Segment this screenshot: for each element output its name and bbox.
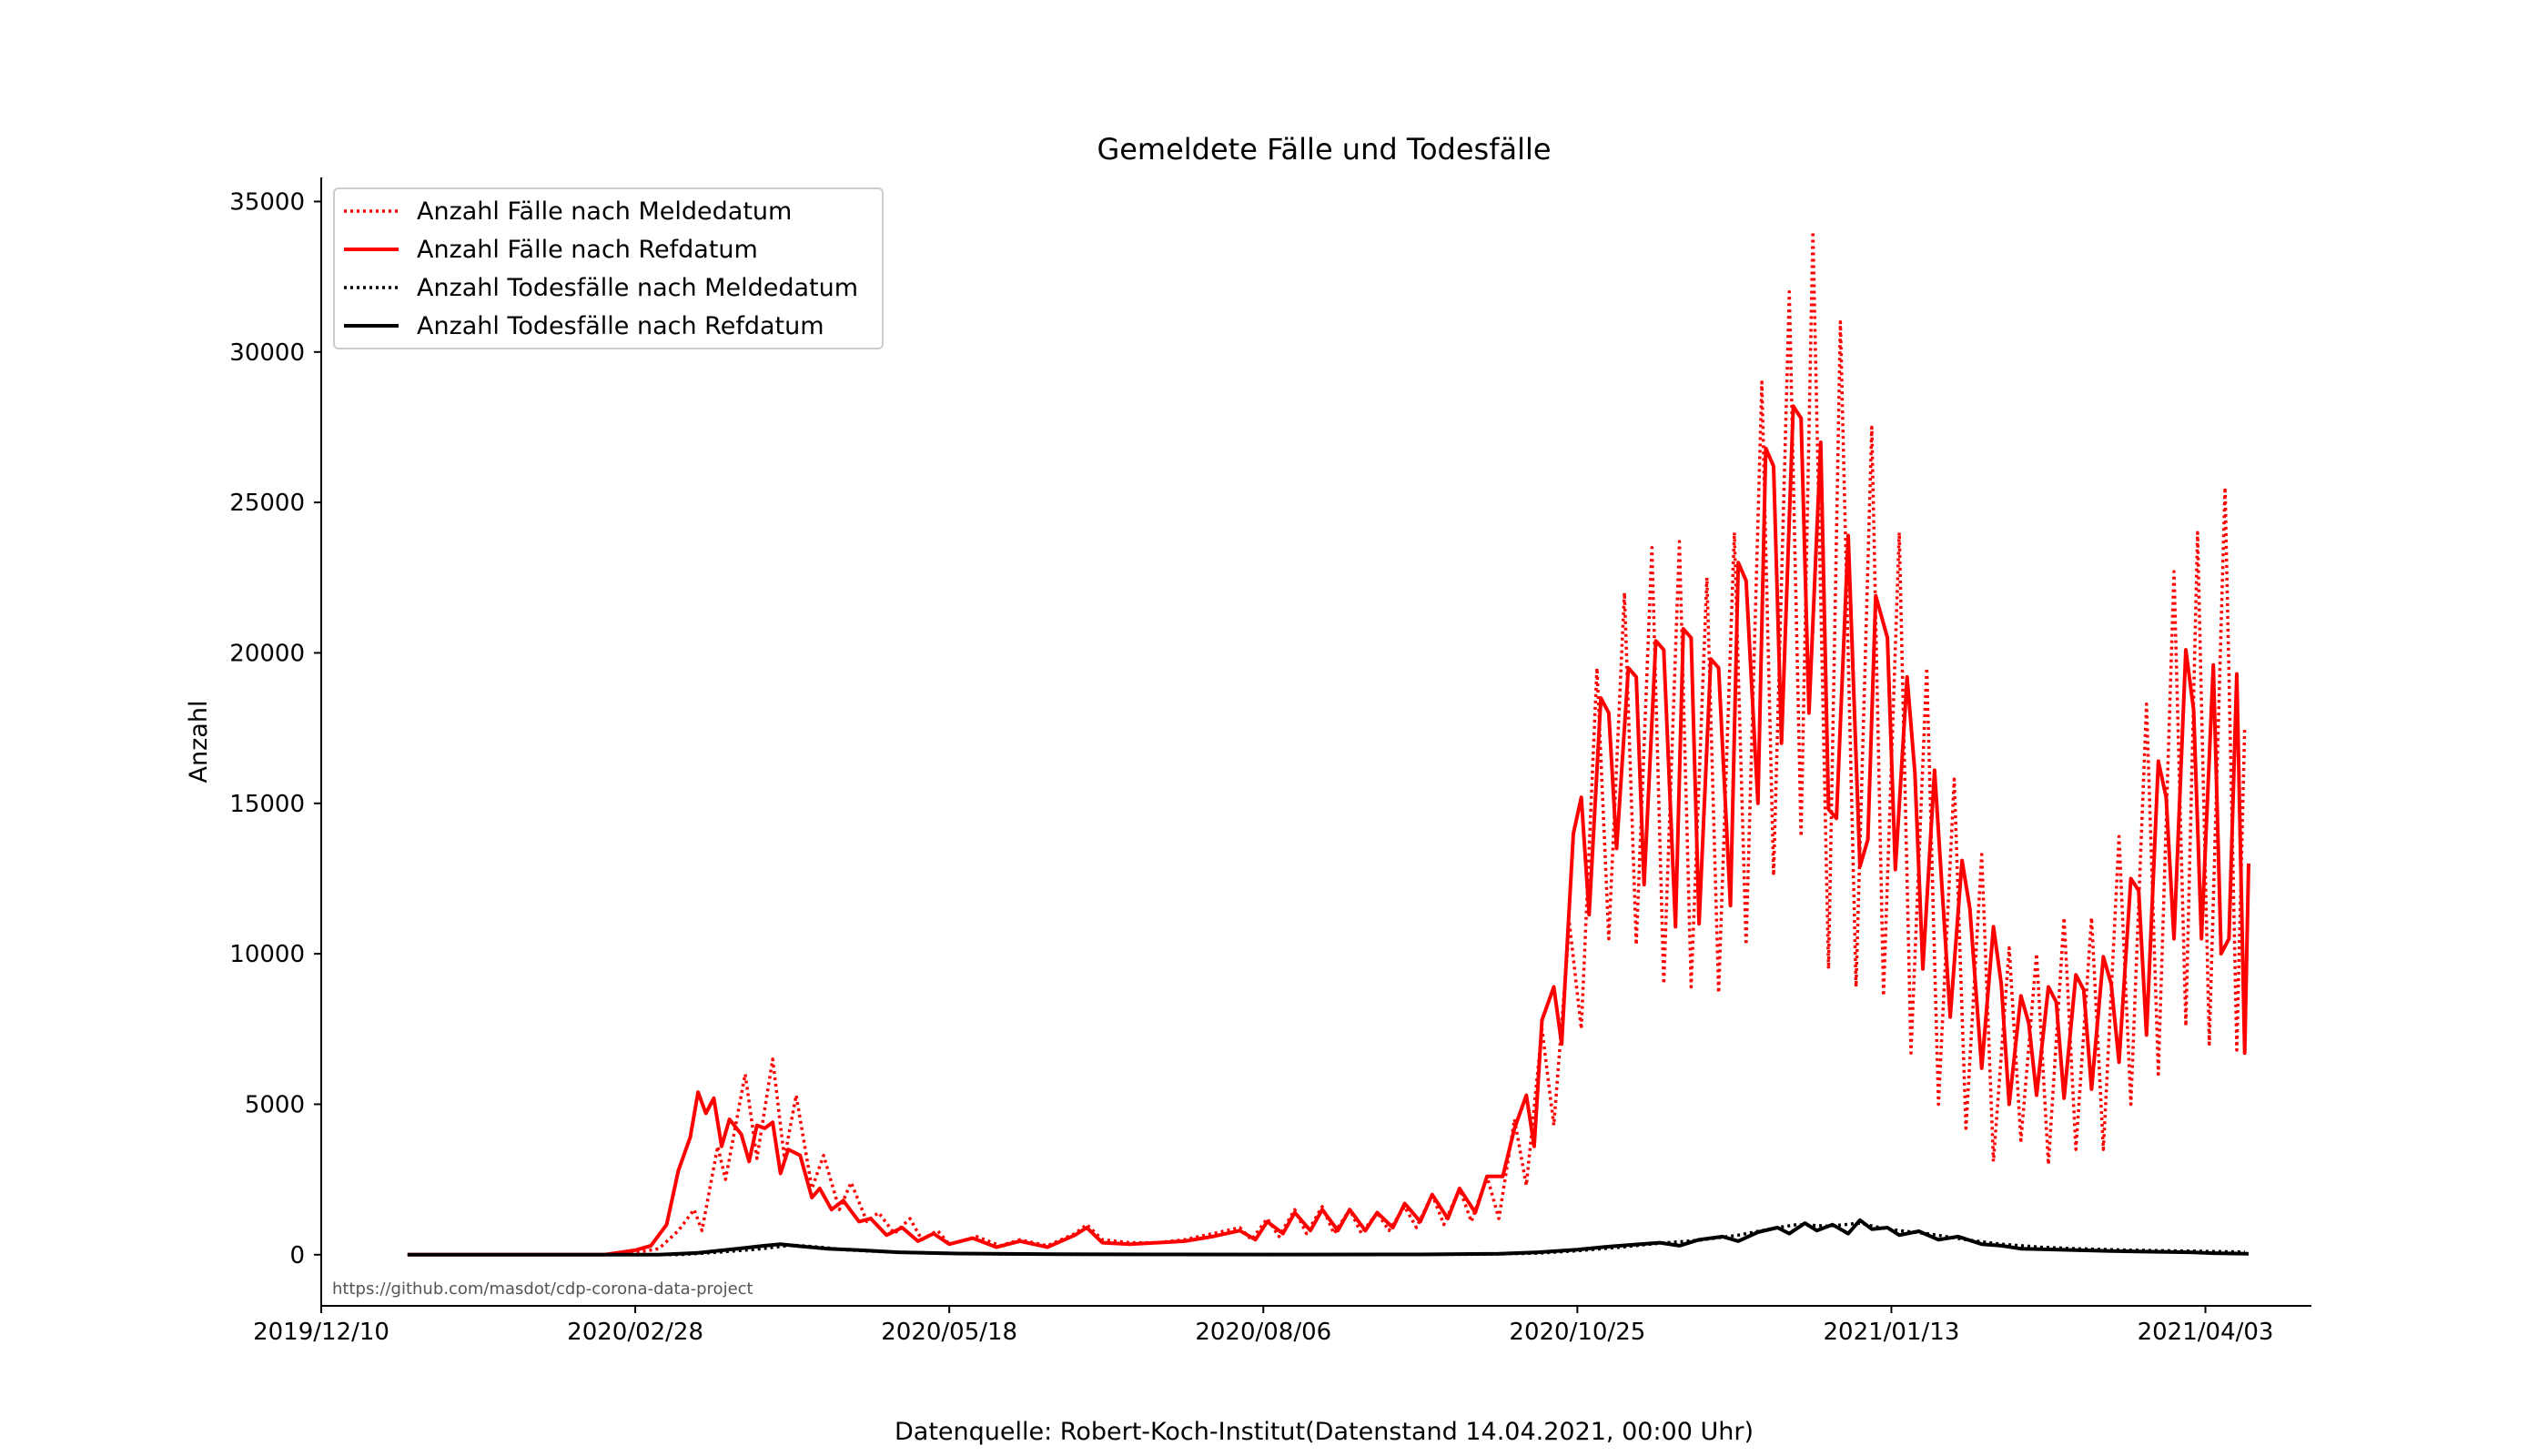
x-tick-label: 2020/02/28 xyxy=(567,1319,703,1346)
x-tick-label: 2020/10/25 xyxy=(1509,1319,1645,1346)
legend-label: Anzahl Fälle nach Meldedatum xyxy=(417,197,792,226)
y-tick-label: 20000 xyxy=(229,640,305,667)
series-line-1 xyxy=(407,229,2247,1257)
y-tick-label: 0 xyxy=(289,1242,305,1269)
chart-title: Gemeldete Fälle und Todesfälle xyxy=(1097,132,1551,167)
legend-label: Anzahl Todesfälle nach Meldedatum xyxy=(417,274,858,302)
data-source-note: Datenquelle: Robert-Koch-Institut(Datens… xyxy=(895,1418,1754,1446)
x-tick-label: 2019/12/10 xyxy=(253,1319,389,1346)
legend-label: Anzahl Todesfälle nach Refdatum xyxy=(417,312,824,340)
y-tick-label: 5000 xyxy=(245,1091,305,1118)
series-layer xyxy=(407,229,2250,1257)
legend-label: Anzahl Fälle nach Refdatum xyxy=(417,236,758,264)
y-tick-label: 35000 xyxy=(229,188,305,216)
x-tick-label: 2020/08/06 xyxy=(1195,1319,1331,1346)
legend-box xyxy=(333,187,884,349)
y-tick-label: 10000 xyxy=(229,941,305,968)
x-tick-label: 2021/04/03 xyxy=(2138,1319,2274,1346)
y-tick-label: 15000 xyxy=(229,791,305,818)
y-tick-label: 25000 xyxy=(229,490,305,517)
y-tick-label: 30000 xyxy=(229,339,305,367)
x-ticks: 2019/12/10 2020/02/28 2020/05/18 2020/08/06… xyxy=(253,1306,2273,1346)
series-line-4 xyxy=(407,1218,2250,1257)
y-ticks: 0 5000 10000 15000 20000 25000 30000 35000 xyxy=(229,188,321,1269)
source-url: https://github.com/masdot/cdp-corona-dat… xyxy=(332,1279,753,1299)
x-tick-label: 2020/05/18 xyxy=(881,1319,1017,1346)
x-tick-label: 2021/01/13 xyxy=(1824,1319,1960,1346)
y-axis-label: Anzahl xyxy=(185,701,213,784)
series-line-3 xyxy=(407,1221,2245,1257)
series-line-2 xyxy=(407,404,2250,1257)
legend: Anzahl Fälle nach Meldedatum Anzahl Fälle… xyxy=(333,187,884,349)
